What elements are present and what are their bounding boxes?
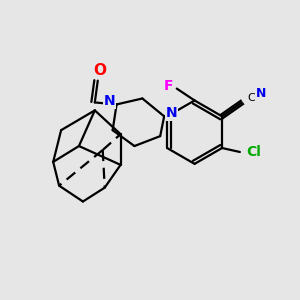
Text: N: N bbox=[165, 106, 177, 120]
Text: Cl: Cl bbox=[246, 145, 261, 159]
Text: N: N bbox=[256, 87, 266, 100]
Text: N: N bbox=[104, 94, 116, 109]
Text: F: F bbox=[164, 79, 174, 93]
Text: O: O bbox=[93, 63, 106, 78]
Text: C: C bbox=[247, 94, 255, 103]
